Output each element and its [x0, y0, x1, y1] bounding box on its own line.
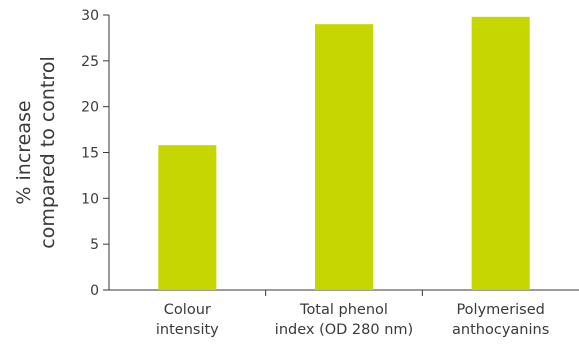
- y-tick-label: 20: [81, 100, 99, 116]
- x-category-label: Colour intensity: [156, 302, 219, 338]
- bars: [158, 16, 530, 291]
- x-category-label: Total phenol index (OD 280 nm): [275, 302, 413, 338]
- y-tick-label: 15: [81, 146, 99, 162]
- bar: [158, 145, 217, 290]
- y-tick-label: 10: [81, 191, 99, 207]
- y-axis-title: % increase compared to control: [13, 56, 59, 248]
- y-axis-title-text: % increase compared to control: [13, 56, 59, 248]
- x-axis: Colour intensity Total phenol index (OD 280…: [109, 289, 579, 338]
- x-category-label-line: Colour: [164, 302, 211, 318]
- y-tick-label: 0: [90, 283, 99, 299]
- x-category-label-line: Polymerised: [456, 302, 544, 318]
- y-tick-label: 5: [90, 237, 99, 253]
- y-tick-label: 25: [81, 54, 99, 70]
- y-tick-label: 30: [81, 8, 99, 24]
- x-category-label-line: anthocyanins: [452, 322, 549, 338]
- y-axis: 0 5 10 15 20 25 30: [81, 8, 110, 299]
- x-category-label: Polymerised anthocyanins: [452, 302, 549, 338]
- y-axis-title-line: compared to control: [37, 56, 59, 248]
- x-category-label-line: Total phenol: [299, 302, 388, 318]
- bar: [315, 24, 373, 291]
- x-category-label-line: index (OD 280 nm): [275, 322, 413, 338]
- bar: [471, 16, 530, 290]
- y-axis-title-line: % increase: [13, 100, 35, 204]
- x-category-label-line: intensity: [156, 322, 219, 338]
